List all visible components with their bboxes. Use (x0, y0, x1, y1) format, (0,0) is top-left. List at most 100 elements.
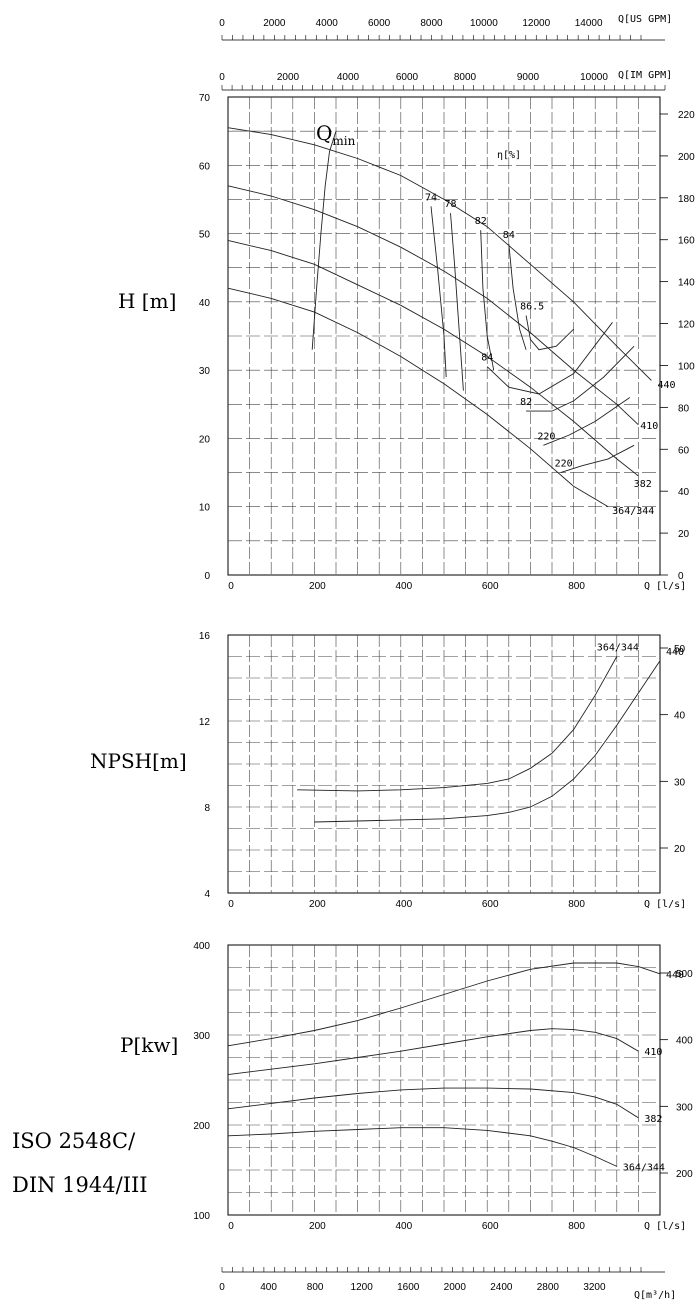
y2-tick-label: 180 (678, 194, 695, 205)
y-tick-label: 100 (193, 1211, 210, 1222)
im-gpm-tick-label: 4000 (337, 72, 360, 83)
im-gpm-tick-label: 0 (219, 72, 225, 83)
im-gpm-unit: Q[IM GPM] (618, 70, 672, 81)
y2-tick-label: 0 (678, 571, 684, 582)
series-line-power (227, 1087, 639, 1119)
x-tick-label: 800 (568, 581, 585, 592)
m3h-tick-label: 3200 (583, 1282, 606, 1293)
efficiency-curve (508, 243, 527, 350)
us-gpm-unit: Q[US GPM] (618, 14, 672, 25)
curve-end-label: 364/344 (597, 643, 639, 654)
y2-tick-label: 20 (674, 844, 686, 855)
y-tick-label: 50 (199, 230, 211, 241)
curve-end-label: 382 (644, 1114, 662, 1125)
efficiency-curve-label: 78 (444, 199, 456, 210)
x-tick-label: 400 (395, 899, 412, 910)
x-tick-label: 0 (228, 1221, 234, 1232)
y2-tick-label: 30 (674, 777, 686, 788)
y2-tick-label: 220 (678, 110, 695, 121)
m3h-unit: Q[m³/h] (634, 1290, 676, 1301)
series-line-head (227, 287, 609, 508)
series-line-head (227, 239, 639, 477)
curve-end-label: 410 (644, 1047, 662, 1058)
x-tick-label: 200 (309, 581, 326, 592)
standard-line-2: DIN 1944/III (12, 1173, 148, 1197)
standard-line-1: ISO 2548C/ (12, 1129, 136, 1153)
m3h-tick-label: 400 (260, 1282, 277, 1293)
curve-end-label: 440 (658, 380, 676, 391)
curve-end-label: 382 (634, 479, 652, 490)
y-tick-label: 0 (204, 571, 210, 582)
m3h-tick-label: 2000 (444, 1282, 467, 1293)
x-tick-label: 400 (395, 1221, 412, 1232)
efficiency-curve (526, 345, 635, 412)
x-tick-label: 800 (568, 1221, 585, 1232)
npsh-axis-title: NPSH[m] (90, 749, 187, 773)
series-line-npsh (297, 656, 618, 792)
efficiency-curve (486, 322, 613, 395)
curve-layer: 74 78 82 84 86.5 84 82 220 220 440 410 382 364/344 36… (227, 127, 684, 1173)
y2-tick-label: 60 (678, 445, 690, 456)
series-line-power (227, 1127, 617, 1167)
y-tick-label: 10 (199, 503, 211, 514)
m3h-tick-label: 0 (219, 1282, 225, 1293)
y-tick-label: 60 (199, 161, 211, 172)
efficiency-label: η[%] (497, 150, 521, 161)
y-tick-label: 12 (199, 717, 211, 728)
y2-tick-label: 100 (678, 361, 695, 372)
series-line-head (227, 127, 652, 381)
im-gpm-tick-label: 6000 (396, 72, 419, 83)
us-gpm-tick-label: 10000 (470, 18, 498, 29)
x-tick-label: 600 (482, 1221, 499, 1232)
y2-tick-label: 140 (678, 278, 695, 289)
y2-tick-label: 50 (674, 644, 686, 655)
im-gpm-tick-label: 8000 (454, 72, 477, 83)
x-tick-label: 200 (309, 1221, 326, 1232)
efficiency-curve (543, 397, 631, 446)
us-gpm-tick-label: 4000 (316, 18, 339, 29)
curve-end-label: 410 (640, 421, 658, 432)
us-gpm-tick-label: 0 (219, 18, 225, 29)
m3h-tick-label: 1200 (351, 1282, 374, 1293)
x-tick-label: 800 (568, 899, 585, 910)
curve-end-label: 364/344 (612, 506, 654, 517)
efficiency-curve (480, 230, 495, 371)
q-unit-label: Q [l/s] (644, 1221, 686, 1232)
curve-end-label: 364/344 (623, 1162, 665, 1173)
q-unit-label: Q [l/s] (644, 899, 686, 910)
power-axis-title: P[kw] (120, 1033, 178, 1057)
im-gpm-tick-label: 10000 (580, 72, 608, 83)
series-line-power (227, 962, 661, 1047)
im-gpm-tick-label: 9000 (517, 72, 540, 83)
us-gpm-tick-label: 6000 (368, 18, 391, 29)
y-tick-label: 4 (204, 889, 210, 900)
y2-tick-label: 20 (678, 529, 690, 540)
head-axis-title: H [m] (118, 289, 176, 313)
x-tick-label: 400 (395, 581, 412, 592)
y-tick-label: 20 (199, 434, 211, 445)
curve-end-label: 440 (666, 970, 684, 981)
efficiency-curve-label: 82 (520, 397, 532, 408)
y2-tick-label: 120 (678, 320, 695, 331)
series-line-head (227, 185, 639, 426)
y-tick-label: 16 (199, 631, 211, 642)
us-gpm-tick-label: 12000 (522, 18, 550, 29)
y-tick-label: 70 (199, 93, 211, 104)
q-unit-label: Q [l/s] (644, 581, 686, 592)
qmin-curve (311, 130, 337, 350)
grid-layer (227, 96, 661, 1216)
y-tick-label: 40 (199, 298, 211, 309)
y-tick-label: 30 (199, 366, 211, 377)
efficiency-curve-label: 220 (537, 431, 555, 442)
y2-tick-label: 200 (678, 152, 695, 163)
efficiency-curve (450, 213, 464, 391)
efficiency-curve-label: 74 (425, 192, 437, 203)
y2-tick-label: 160 (678, 236, 695, 247)
x-tick-label: 600 (482, 581, 499, 592)
series-line-power (227, 1028, 639, 1076)
efficiency-curve-label: 84 (503, 230, 515, 241)
tick-layer: 0 200 400 600 800 Q [l/s]01020304050607002040… (193, 18, 695, 1293)
efficiency-curve-label: 220 (555, 459, 573, 470)
y2-tick-label: 400 (676, 1036, 693, 1047)
